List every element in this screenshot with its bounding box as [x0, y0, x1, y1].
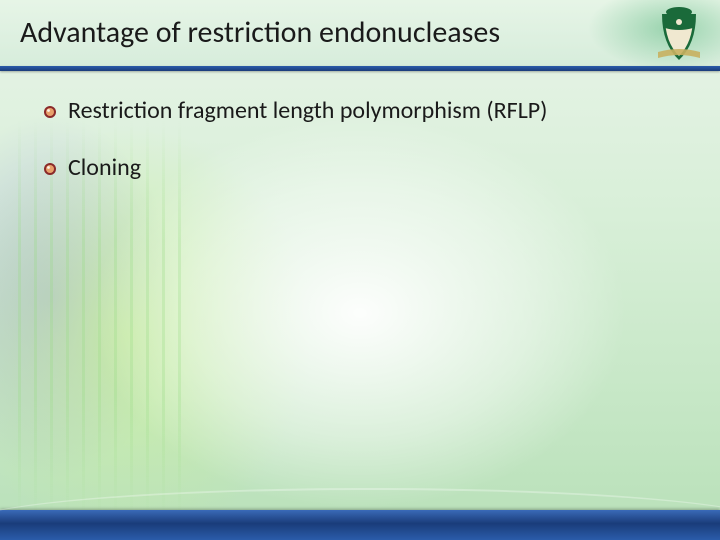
slide: Advantage of restriction endonucleases R… [0, 0, 720, 540]
footer-swoosh [0, 488, 720, 526]
header-underline [0, 66, 720, 71]
footer-bar [0, 510, 720, 540]
bullet-text: Restriction fragment length polymorphism… [68, 96, 547, 125]
bullet-icon [44, 106, 56, 118]
slide-title: Advantage of restriction endonucleases [20, 14, 500, 51]
bullet-icon [44, 163, 56, 175]
content-area: Restriction fragment length polymorphism… [44, 96, 680, 210]
crest-icon [652, 6, 706, 66]
list-item: Restriction fragment length polymorphism… [44, 96, 680, 125]
bullet-text: Cloning [68, 153, 141, 182]
list-item: Cloning [44, 153, 680, 182]
